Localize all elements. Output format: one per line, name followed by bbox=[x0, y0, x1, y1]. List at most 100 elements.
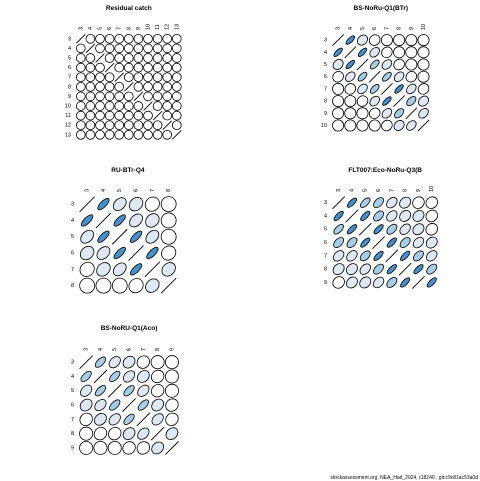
correlation-cell-ellipse bbox=[75, 53, 86, 63]
panel-title: FLT007:Eco-NoRu-Q3(B bbox=[348, 167, 422, 174]
correlation-cell-diagonal bbox=[412, 276, 425, 289]
correlation-cell-ellipse bbox=[381, 46, 393, 59]
panel-2: BS-NoRu-Q1(BTr) 3 4 5 6 7 8 9 10 3 4 5 6 7 8 9 10 bbox=[321, 5, 430, 132]
column-tick-label: 7 bbox=[384, 27, 390, 30]
correlation-cell-ellipse bbox=[372, 276, 385, 289]
correlation-cell-diagonal bbox=[85, 43, 96, 54]
correlation-cell-diagonal bbox=[398, 262, 412, 276]
row-tick-label: 12 bbox=[65, 123, 71, 129]
correlation-cell-ellipse bbox=[150, 384, 165, 398]
correlation-cell-ellipse bbox=[152, 62, 163, 73]
row-tick-label: 11 bbox=[65, 113, 71, 119]
correlation-cell-diagonal bbox=[345, 209, 359, 223]
correlation-cell-ellipse bbox=[136, 441, 151, 455]
correlation-cell-ellipse bbox=[85, 72, 96, 83]
column-tick-label: 6 bbox=[372, 27, 378, 30]
correlation-cell-ellipse bbox=[360, 237, 371, 248]
correlation-cell-ellipse bbox=[152, 43, 163, 54]
row-tick-label: 13 bbox=[65, 132, 71, 138]
correlation-cell-ellipse bbox=[104, 101, 115, 111]
correlation-cell-diagonal bbox=[111, 228, 128, 245]
correlation-cell-diagonal bbox=[95, 212, 112, 229]
footer-text: stockassessment.org, NEA_Had_2024, r1824… bbox=[330, 475, 478, 481]
correlation-cell-ellipse bbox=[417, 83, 430, 95]
correlation-cell-diagonal bbox=[136, 412, 151, 427]
correlation-cell-ellipse bbox=[171, 81, 182, 92]
correlation-cell-ellipse bbox=[333, 210, 344, 222]
row-tick-label: 7 bbox=[71, 267, 74, 273]
correlation-cell-ellipse bbox=[332, 70, 344, 83]
correlation-cell-ellipse bbox=[368, 119, 381, 132]
column-tick-label: 7 bbox=[117, 27, 123, 30]
correlation-cell-ellipse bbox=[95, 129, 105, 140]
column-tick-label: 3 bbox=[85, 189, 91, 192]
correlation-cell-ellipse bbox=[123, 101, 134, 111]
correlation-cell-ellipse bbox=[160, 196, 177, 213]
correlation-cell-ellipse bbox=[386, 210, 398, 222]
correlation-cell-ellipse bbox=[406, 96, 417, 107]
correlation-cell-ellipse bbox=[108, 356, 121, 369]
correlation-cell-ellipse bbox=[359, 276, 372, 289]
correlation-cell-ellipse bbox=[406, 120, 417, 131]
correlation-cell-ellipse bbox=[150, 355, 165, 370]
column-tick-label: 13 bbox=[174, 24, 180, 30]
correlation-cell-ellipse bbox=[393, 120, 405, 131]
correlation-cell-ellipse bbox=[162, 62, 173, 73]
correlation-cell-ellipse bbox=[94, 356, 107, 368]
correlation-cell-ellipse bbox=[85, 33, 96, 44]
correlation-cell-diagonal bbox=[79, 355, 94, 370]
correlation-cell-ellipse bbox=[151, 441, 165, 455]
row-tick-label: 5 bbox=[324, 62, 327, 68]
correlation-cell-ellipse bbox=[386, 223, 398, 235]
correlation-cell-ellipse bbox=[382, 96, 392, 106]
correlation-cell-ellipse bbox=[114, 120, 125, 131]
correlation-cell-diagonal bbox=[144, 261, 161, 278]
correlation-cell-ellipse bbox=[369, 84, 380, 94]
correlation-cell-ellipse bbox=[152, 120, 163, 131]
column-tick-label: 4 bbox=[98, 348, 104, 351]
correlation-cell-ellipse bbox=[104, 72, 115, 83]
correlation-cell-ellipse bbox=[332, 82, 345, 95]
correlation-cell-ellipse bbox=[122, 355, 136, 369]
correlation-cell-diagonal bbox=[107, 383, 122, 398]
correlation-cell-ellipse bbox=[75, 62, 86, 73]
correlation-cell-ellipse bbox=[357, 34, 368, 46]
correlation-cell-ellipse bbox=[406, 83, 417, 95]
correlation-cell-ellipse bbox=[333, 237, 345, 248]
correlation-cell-ellipse bbox=[79, 440, 94, 455]
correlation-cell-ellipse bbox=[143, 91, 153, 102]
correlation-cell-ellipse bbox=[96, 262, 111, 277]
correlation-cell-ellipse bbox=[357, 83, 368, 95]
correlation-cell-ellipse bbox=[345, 35, 355, 45]
correlation-cell-ellipse bbox=[359, 263, 371, 275]
correlation-cell-ellipse bbox=[97, 198, 110, 211]
correlation-cell-ellipse bbox=[95, 120, 105, 131]
row-tick-label: 3 bbox=[68, 36, 71, 42]
correlation-cell-ellipse bbox=[405, 46, 418, 59]
correlation-cell-ellipse bbox=[113, 246, 126, 260]
correlation-cell-ellipse bbox=[405, 70, 418, 83]
correlation-cell-ellipse bbox=[79, 277, 96, 294]
correlation-cell-ellipse bbox=[425, 196, 438, 209]
correlation-cell-ellipse bbox=[413, 250, 424, 262]
correlation-cell-ellipse bbox=[108, 413, 121, 426]
correlation-cell-ellipse bbox=[133, 101, 144, 111]
correlation-cell-ellipse bbox=[104, 129, 115, 140]
correlation-cell-ellipse bbox=[405, 34, 418, 47]
correlation-cell-ellipse bbox=[412, 210, 425, 222]
correlation-cell-ellipse bbox=[133, 120, 144, 131]
correlation-cell-diagonal bbox=[417, 119, 430, 132]
correlation-cell-ellipse bbox=[95, 62, 105, 73]
correlation-cell-ellipse bbox=[85, 62, 96, 73]
correlation-cell-ellipse bbox=[128, 278, 144, 294]
correlation-cell-ellipse bbox=[133, 81, 144, 92]
correlation-cell-ellipse bbox=[79, 245, 95, 261]
correlation-cell-diagonal bbox=[124, 82, 134, 92]
correlation-cell-ellipse bbox=[162, 101, 173, 111]
correlation-cell-ellipse bbox=[160, 228, 177, 245]
correlation-cell-ellipse bbox=[165, 398, 179, 412]
row-tick-label: 8 bbox=[71, 431, 74, 437]
correlation-cell-ellipse bbox=[107, 440, 122, 455]
correlation-cell-ellipse bbox=[104, 33, 115, 44]
